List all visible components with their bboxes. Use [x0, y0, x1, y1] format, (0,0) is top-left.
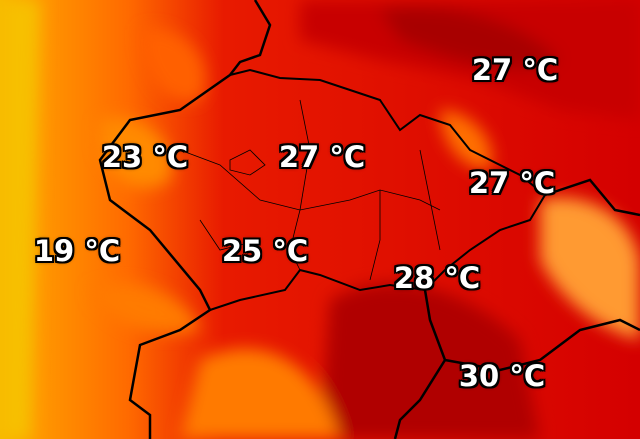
temperature-label: 30 °C	[458, 359, 546, 393]
temperature-label: 27 °C	[278, 140, 366, 174]
temperature-label: 19 °C	[33, 234, 121, 268]
borders	[98, 0, 640, 439]
temperature-label: 23 °C	[101, 140, 189, 174]
region-borders	[179, 99, 441, 281]
slovakia-border	[393, 178, 640, 439]
temperature-label: 28 °C	[393, 261, 481, 295]
temperature-label: 27 °C	[471, 53, 559, 87]
czech-border	[209, 68, 547, 311]
temperature-label: 27 °C	[468, 166, 556, 200]
temperature-label: 25 °C	[221, 234, 309, 268]
country-border	[98, 0, 272, 439]
